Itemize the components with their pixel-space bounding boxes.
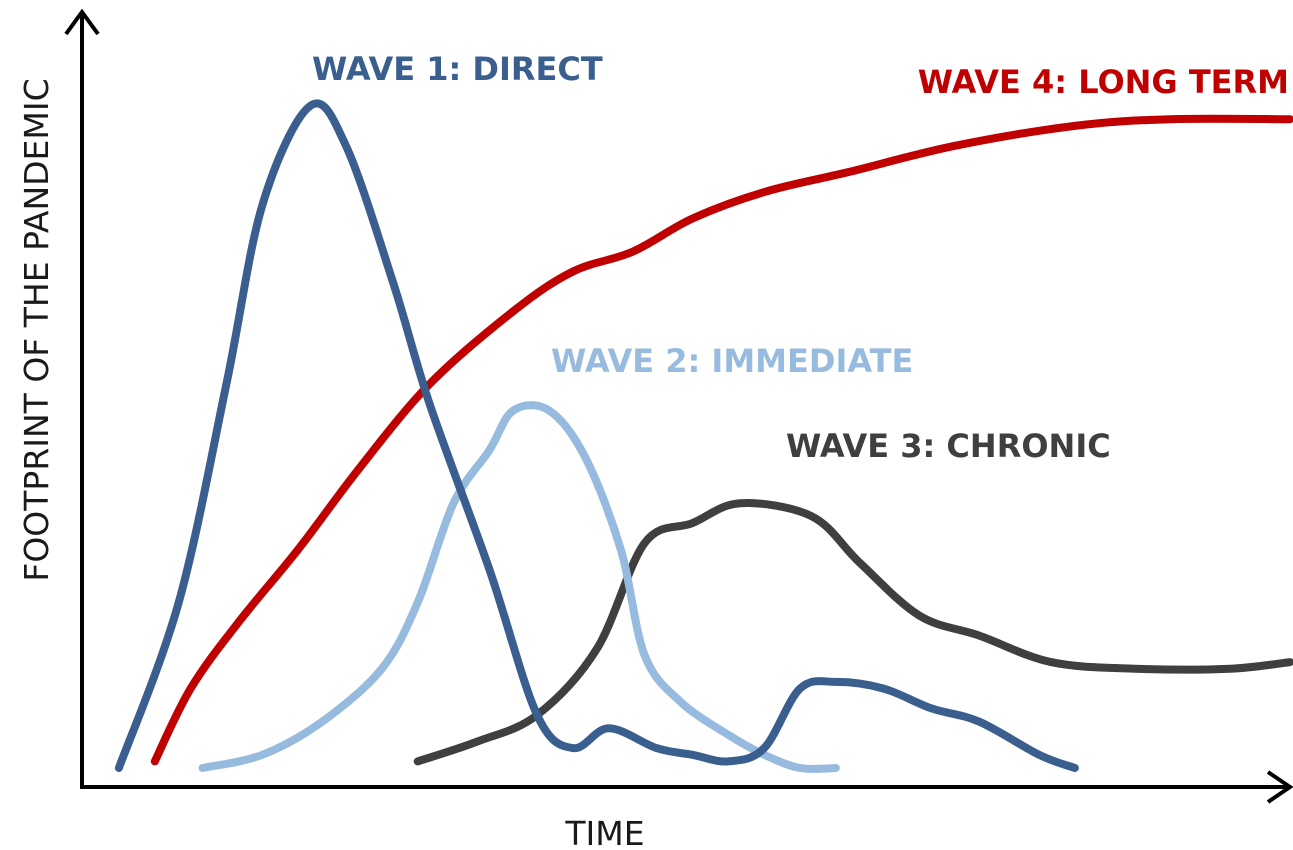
series-line-wave-4: [150, 114, 1293, 766]
y-axis-arrow-icon: [64, 8, 100, 36]
series-label-wave-1: WAVE 1: DIRECT: [312, 50, 603, 88]
series-line-wave-3: [413, 499, 1293, 766]
series-line-wave-2: [198, 401, 840, 773]
y-axis-label: FOOTPRINT OF THE PANDEMIC: [17, 78, 56, 581]
series-line-wave-1: [114, 99, 1079, 772]
series-label-wave-2: WAVE 2: IMMEDIATE: [551, 342, 913, 380]
x-axis-label: TIME: [564, 814, 644, 850]
x-axis-arrow-icon: [1266, 770, 1293, 804]
axes: [64, 8, 1293, 804]
series-label-wave-4: WAVE 4: LONG TERM: [918, 63, 1289, 101]
series-label-wave-3: WAVE 3: CHRONIC: [786, 427, 1111, 465]
series-lines: [114, 99, 1293, 773]
